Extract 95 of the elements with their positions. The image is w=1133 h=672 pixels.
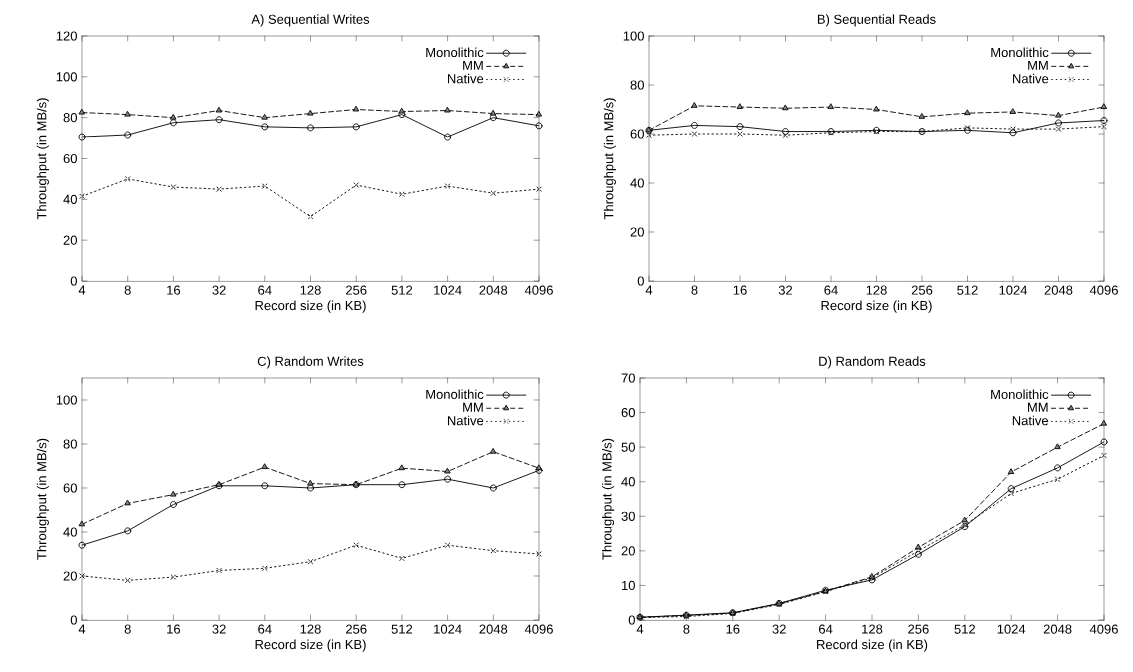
y-tick-label: 120 bbox=[56, 31, 77, 41]
y-axis-title: Throughput (in MB/s) bbox=[603, 98, 616, 220]
x-tick-label: 512 bbox=[391, 624, 413, 634]
y-tick-label: 60 bbox=[630, 129, 644, 139]
legend-label: Monolithic bbox=[426, 389, 484, 399]
y-tick-label: 100 bbox=[56, 395, 77, 405]
x-tick-label: 2048 bbox=[479, 624, 508, 634]
x-tick-label: 64 bbox=[819, 624, 833, 634]
x-tick-label: 1024 bbox=[997, 624, 1026, 634]
y-tick-label: 60 bbox=[63, 483, 77, 493]
y-tick-label: 20 bbox=[63, 571, 77, 581]
x-axis-title: Record size (in KB) bbox=[817, 639, 928, 652]
x-tick-label: 4096 bbox=[524, 624, 553, 634]
x-tick-label: 4096 bbox=[1089, 624, 1118, 634]
x-tick-label: 1024 bbox=[434, 285, 462, 295]
chart-title: C) Random Writes bbox=[257, 356, 364, 369]
y-tick-label: 60 bbox=[63, 153, 77, 164]
x-tick-label: 4096 bbox=[524, 285, 553, 295]
y-tick-label: 80 bbox=[63, 113, 77, 123]
x-tick-label: 16 bbox=[726, 624, 740, 634]
x-tick-label: 2048 bbox=[1043, 624, 1072, 634]
x-tick-label: 128 bbox=[862, 624, 883, 634]
x-tick-label: 4 bbox=[78, 624, 86, 634]
x-tick-label: 128 bbox=[300, 624, 321, 634]
legend-label: MM bbox=[1028, 60, 1048, 70]
y-tick-label: 40 bbox=[63, 194, 77, 204]
x-tick-label: 4 bbox=[636, 624, 644, 634]
x-tick-label: 8 bbox=[683, 624, 690, 634]
x-tick-label: 256 bbox=[908, 624, 929, 634]
legend-label: Monolithic bbox=[991, 389, 1049, 399]
x-tick-label: 4096 bbox=[1089, 285, 1118, 295]
y-tick-label: 60 bbox=[621, 407, 635, 418]
x-tick-label: 256 bbox=[346, 285, 367, 295]
y-tick-label: 80 bbox=[630, 80, 644, 90]
legend-label: Native bbox=[447, 73, 484, 84]
x-tick-label: 32 bbox=[212, 624, 226, 634]
x-tick-label: 64 bbox=[258, 285, 272, 295]
x-tick-label: 128 bbox=[300, 285, 321, 295]
x-tick-label: 16 bbox=[733, 285, 747, 295]
x-axis-title: Record size (in KB) bbox=[255, 639, 366, 652]
x-tick-label: 8 bbox=[124, 285, 131, 295]
legend-label: Native bbox=[1013, 73, 1049, 84]
legend-label: MM bbox=[463, 402, 483, 412]
x-axis-title: Record size (in KB) bbox=[821, 300, 932, 313]
x-tick-label: 8 bbox=[691, 285, 698, 295]
x-tick-label: 2048 bbox=[1044, 285, 1073, 295]
y-tick-label: 30 bbox=[621, 511, 635, 521]
x-tick-label: 16 bbox=[167, 285, 181, 295]
x-tick-label: 256 bbox=[911, 285, 933, 295]
chart-title: A) Sequential Writes bbox=[251, 14, 370, 27]
x-tick-label: 32 bbox=[772, 624, 786, 634]
y-tick-label: 70 bbox=[621, 373, 635, 383]
x-tick-label: 4 bbox=[645, 285, 653, 295]
x-tick-label: 32 bbox=[778, 285, 793, 295]
x-tick-label: 8 bbox=[124, 624, 131, 634]
x-tick-label: 512 bbox=[957, 285, 978, 295]
legend-label: Native bbox=[1012, 415, 1049, 426]
y-tick-label: 0 bbox=[637, 276, 644, 286]
y-tick-label: 100 bbox=[56, 72, 77, 82]
y-tick-label: 20 bbox=[621, 546, 635, 556]
y-tick-label: 100 bbox=[623, 31, 644, 41]
x-tick-label: 64 bbox=[258, 624, 272, 634]
x-tick-label: 512 bbox=[391, 285, 413, 295]
x-axis-title: Record size (in KB) bbox=[255, 300, 366, 313]
y-tick-label: 40 bbox=[621, 477, 635, 487]
x-tick-label: 16 bbox=[167, 624, 181, 634]
x-tick-label: 256 bbox=[346, 624, 367, 634]
legend-label: Monolithic bbox=[426, 47, 484, 58]
legend-label: MM bbox=[463, 60, 483, 70]
x-tick-label: 2048 bbox=[479, 285, 508, 295]
x-tick-label: 4 bbox=[78, 285, 86, 295]
chart-title: B) Sequential Reads bbox=[817, 14, 936, 27]
y-tick-label: 80 bbox=[63, 439, 77, 449]
legend-label: Monolithic bbox=[991, 47, 1049, 58]
x-tick-label: 1024 bbox=[434, 624, 462, 634]
y-tick-label: 0 bbox=[70, 276, 77, 286]
legend-label: MM bbox=[1028, 402, 1048, 412]
x-tick-label: 512 bbox=[954, 624, 975, 634]
y-tick-label: 20 bbox=[63, 235, 77, 245]
y-tick-label: 0 bbox=[70, 615, 77, 625]
y-tick-label: 10 bbox=[622, 580, 635, 591]
x-tick-label: 1024 bbox=[999, 285, 1028, 295]
legend-label: Native bbox=[447, 415, 484, 426]
y-tick-label: 40 bbox=[630, 178, 644, 188]
y-tick-label: 20 bbox=[630, 227, 644, 237]
chart-title: D) Random Reads bbox=[819, 356, 926, 369]
y-tick-label: 0 bbox=[628, 615, 635, 625]
y-axis-title: Throughput (in MB/s) bbox=[602, 438, 615, 560]
y-axis-title: Throughput (in MB/s) bbox=[36, 438, 49, 560]
y-axis-title: Throughput (in MB/s) bbox=[36, 98, 49, 220]
y-tick-label: 40 bbox=[63, 527, 77, 537]
x-tick-label: 64 bbox=[824, 285, 838, 295]
x-tick-label: 32 bbox=[212, 285, 226, 295]
y-tick-label: 50 bbox=[621, 442, 635, 452]
x-tick-label: 128 bbox=[866, 285, 887, 295]
